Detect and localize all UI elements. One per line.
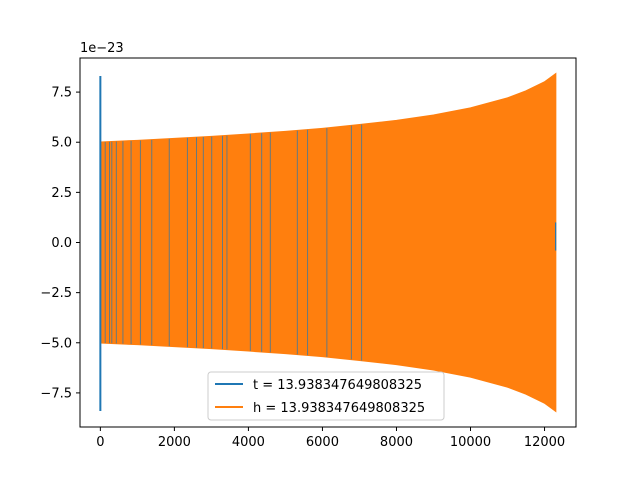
x-tick-label: 10000 (450, 435, 491, 450)
series-h-band (99, 72, 557, 413)
series-h (99, 72, 557, 413)
legend: t = 13.938347649808325 h = 13.9383476498… (207, 371, 445, 421)
x-tick-label: 12000 (524, 435, 565, 450)
legend-box (207, 371, 445, 421)
y-tick-label: 2.5 (51, 186, 72, 201)
y-tick-label: −5.0 (40, 336, 72, 351)
x-tick-label: 6000 (306, 435, 339, 450)
x-tick-label: 4000 (232, 435, 265, 450)
y-axis: −7.5 −5.0 −2.5 0.0 2.5 5.0 7.5 (40, 86, 80, 401)
x-axis: 0 2000 4000 6000 8000 10000 12000 (96, 427, 565, 450)
x-tick-label: 2000 (158, 435, 191, 450)
y-tick-label: 7.5 (51, 86, 72, 101)
y-tick-label: −2.5 (40, 286, 72, 301)
legend-label-h: h = 13.938347649808325 (253, 401, 425, 416)
series-t (99, 76, 557, 411)
y-tick-label: 0.0 (51, 236, 72, 251)
x-tick-label: 0 (96, 435, 104, 450)
x-tick-label: 8000 (380, 435, 413, 450)
y-offset-label: 1e−23 (80, 41, 124, 56)
legend-label-t: t = 13.938347649808325 (253, 378, 422, 393)
y-tick-label: 5.0 (51, 136, 72, 151)
y-tick-label: −7.5 (40, 386, 72, 401)
plot-area (99, 72, 557, 413)
